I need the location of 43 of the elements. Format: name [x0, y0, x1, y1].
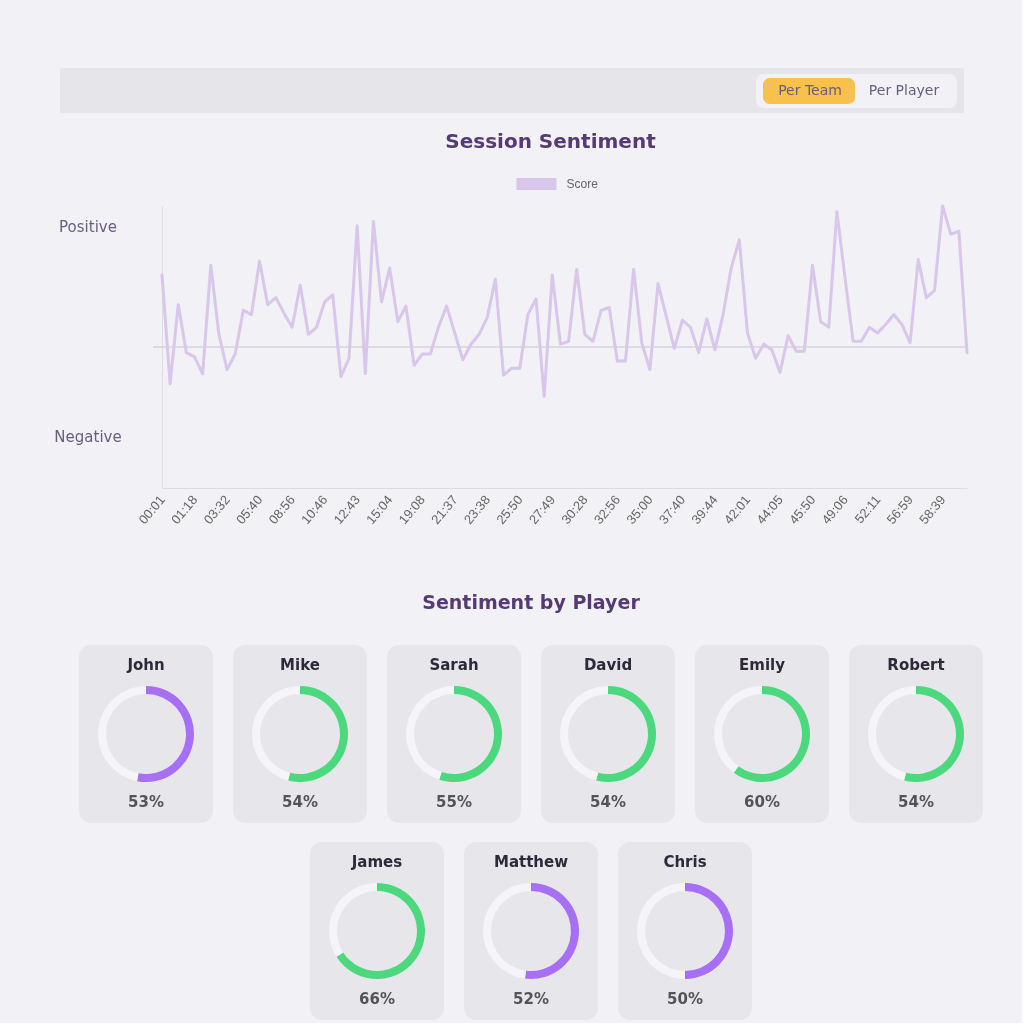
- donut-slice: [137, 686, 194, 782]
- data-label: 66%: [359, 990, 395, 1008]
- donut-slice: [329, 883, 377, 957]
- donut-slice: [685, 883, 733, 979]
- data-label: 50%: [667, 990, 703, 1008]
- chart-title: John: [126, 656, 165, 674]
- chart-title: Sarah: [429, 656, 479, 674]
- text: Positive: [59, 218, 117, 237]
- data-label: 54%: [590, 793, 626, 811]
- donut-slice: [733, 686, 810, 782]
- donut-slice: [904, 686, 964, 782]
- data-label: 55%: [436, 793, 472, 811]
- legend-label: Score: [566, 177, 599, 191]
- text: Per Player: [868, 82, 940, 98]
- data-label: 54%: [282, 793, 318, 811]
- donut-slice: [714, 686, 762, 773]
- data-label: 53%: [128, 793, 164, 811]
- data-label: 54%: [898, 793, 934, 811]
- text: Per Team: [778, 82, 842, 98]
- chart-title: David: [583, 656, 633, 674]
- donut-slice: [483, 883, 531, 979]
- data-label: 60%: [744, 793, 780, 811]
- text: Sentiment by Player: [422, 591, 641, 613]
- chart-title: Mike: [280, 656, 320, 674]
- chart-title: Robert: [887, 656, 945, 674]
- donut-slice: [868, 686, 916, 781]
- donut-slice: [637, 883, 685, 979]
- chart-title: Session Sentiment: [445, 129, 657, 153]
- donut-slice: [524, 883, 579, 979]
- chart-title: James: [350, 853, 403, 871]
- donut-slice: [406, 686, 454, 780]
- donut-slice: [596, 686, 656, 782]
- donut-slice: [336, 883, 425, 979]
- text: Negative: [54, 428, 122, 447]
- chart-title: Chris: [663, 853, 707, 871]
- donut-slice: [560, 686, 608, 781]
- donut-slice: [98, 686, 146, 782]
- donut-slice: [252, 686, 300, 781]
- data-label: 52%: [513, 990, 549, 1008]
- chart-title: Matthew: [493, 853, 569, 871]
- donut-slice: [439, 686, 502, 782]
- chart-title: Emily: [739, 656, 786, 674]
- donut-slice: [288, 686, 348, 782]
